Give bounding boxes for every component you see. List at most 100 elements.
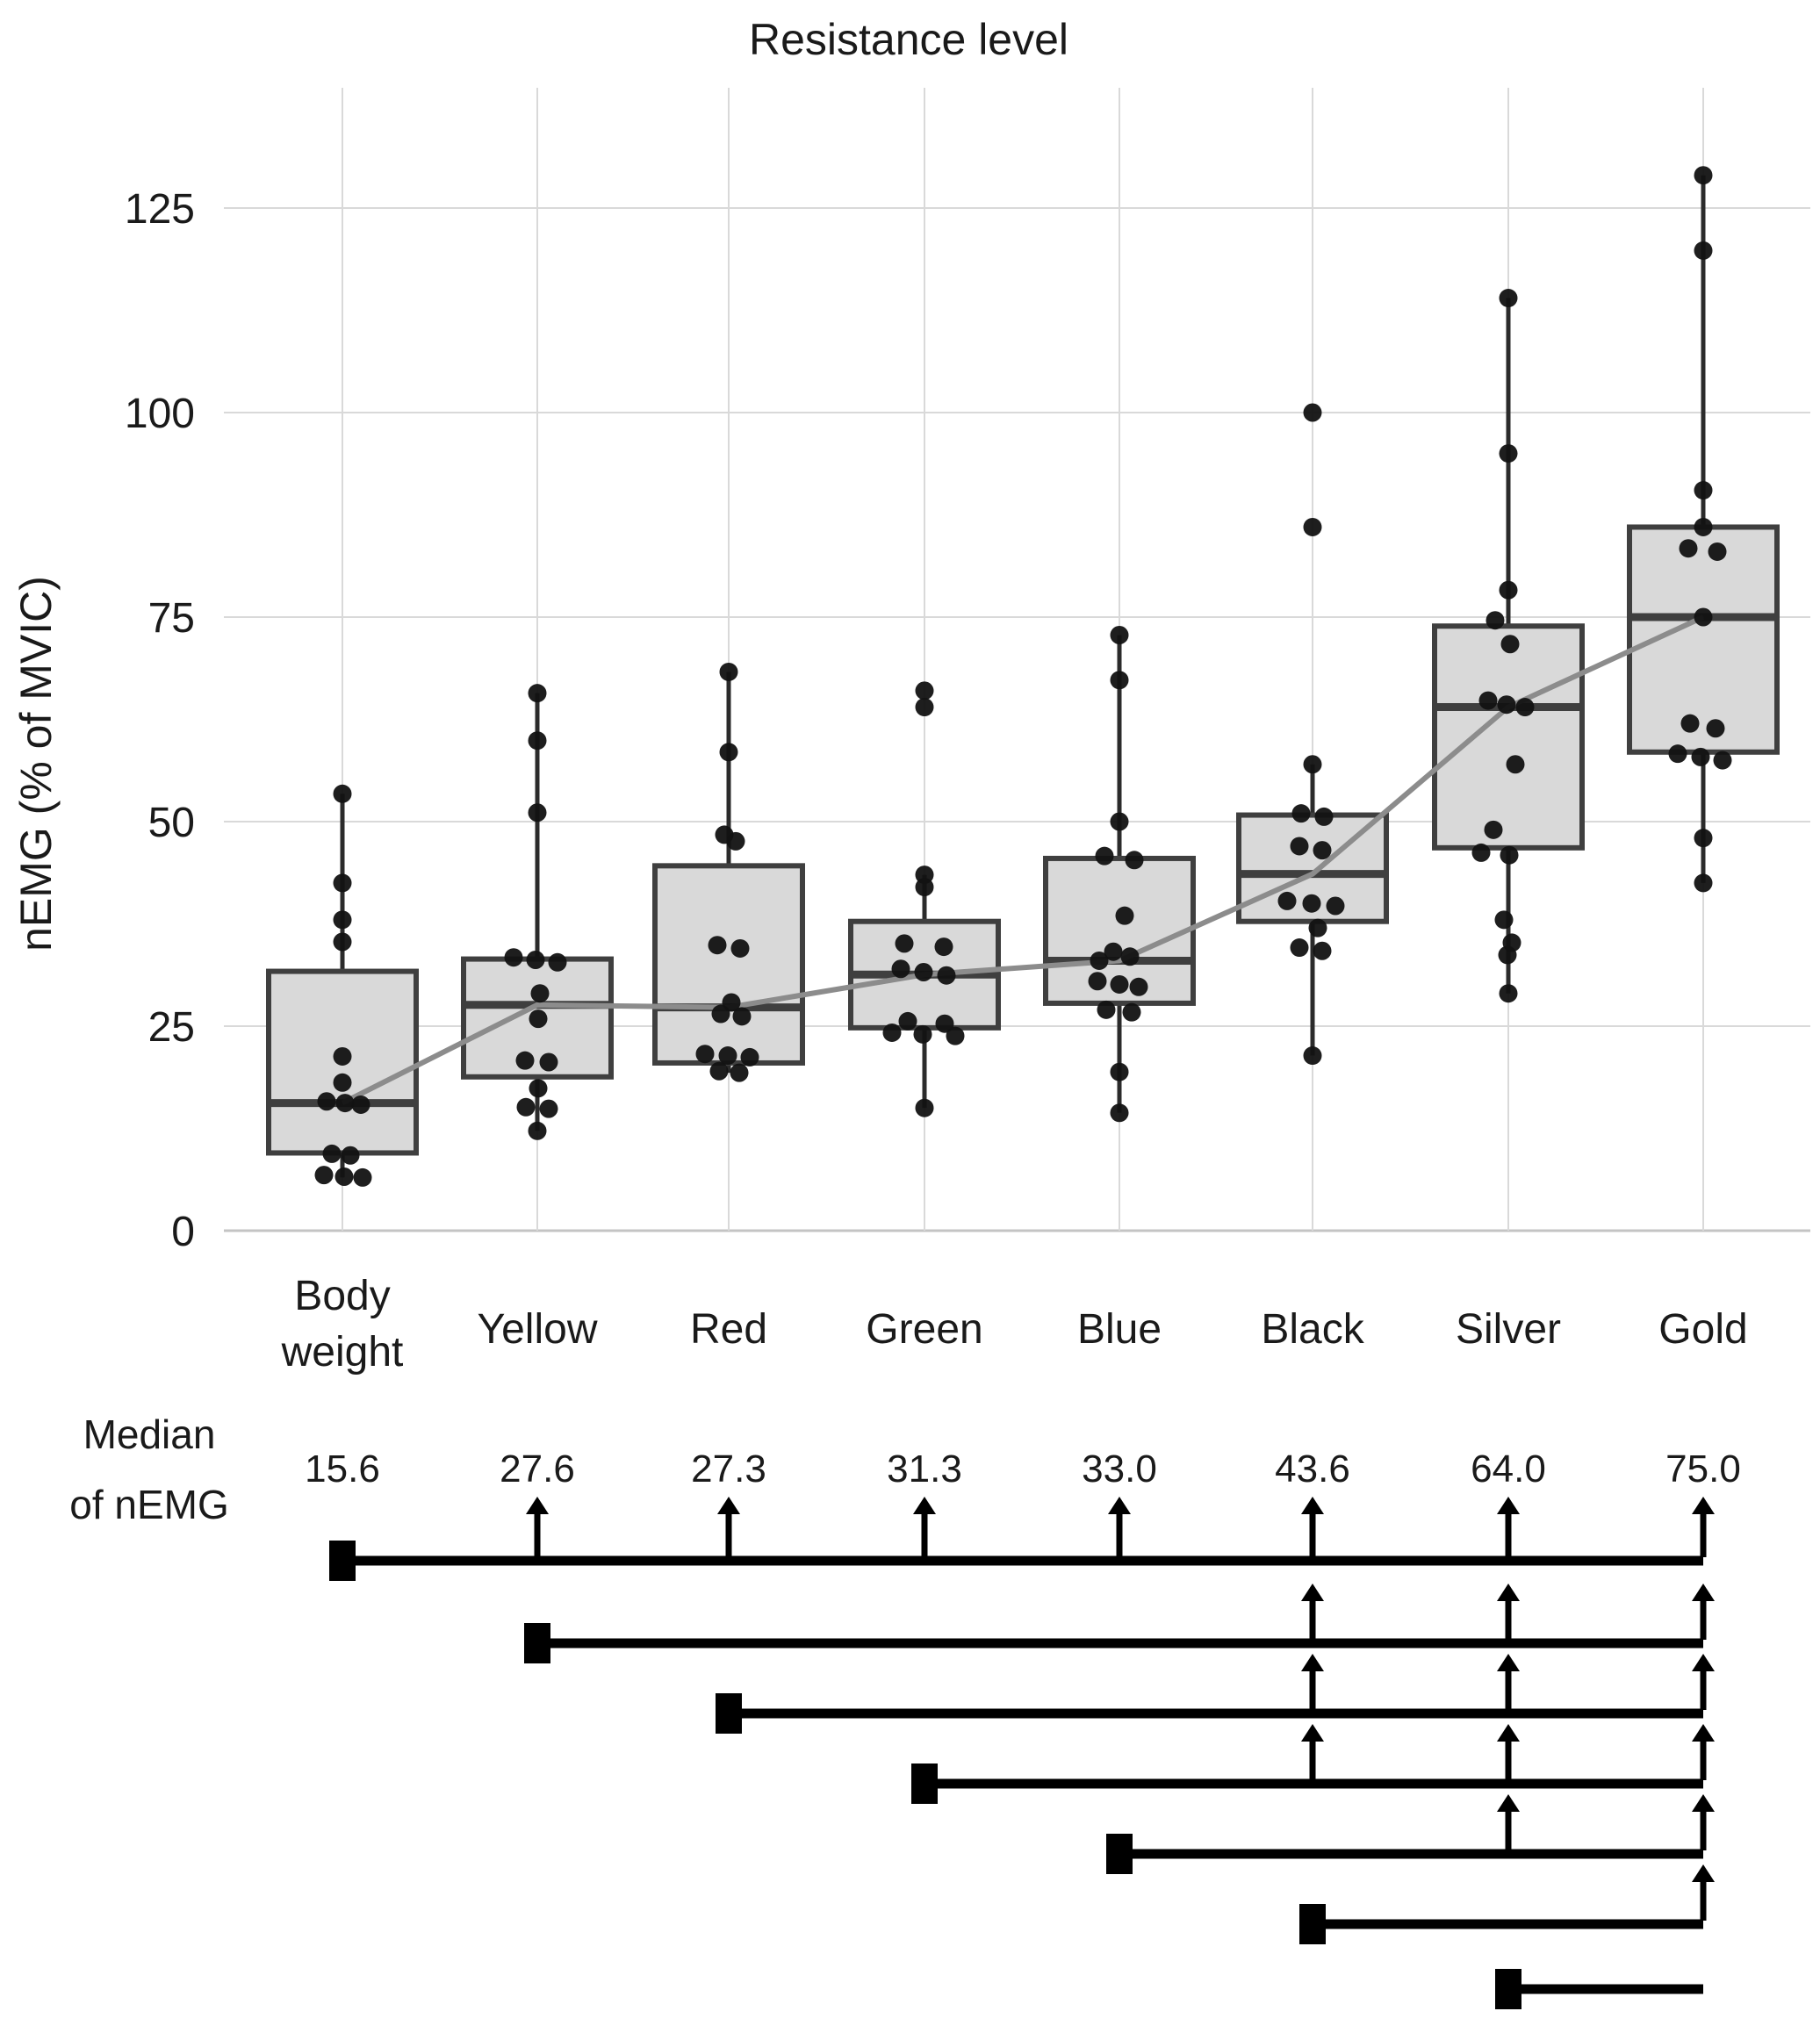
median-value-green: 31.3 [887,1447,962,1490]
x-category-label-yellow: Yellow [478,1306,598,1353]
data-point-red [726,831,745,851]
arrow-up-icon [1301,1584,1324,1640]
significance-row-3 [716,1654,1715,1734]
arrow-head [1497,1794,1520,1812]
arrow-head [717,1497,740,1514]
median-row-label: of nEMG [69,1482,229,1527]
y-tick-label-25: 25 [148,1004,195,1051]
data-point-green [935,1014,954,1033]
iqr-box [652,863,805,1066]
arrow-head [1497,1497,1520,1514]
data-point-silver [1499,580,1518,600]
data-point-yellow [530,984,550,1003]
data-point-red [719,662,738,681]
data-point-black [1314,807,1334,826]
median-value-gold: 75.0 [1665,1447,1741,1490]
data-point-red [718,1046,737,1066]
data-point-blue [1115,906,1134,925]
arrow-head [1497,1584,1520,1601]
data-point-blue [1088,972,1107,991]
data-point-silver [1471,843,1491,862]
arrow-up-icon [1497,1584,1520,1640]
data-point-body-weight [317,1092,336,1111]
y-axis-label: nEMG (% of MVIC) [11,576,61,952]
data-point-yellow [528,731,547,751]
arrow-head [1692,1794,1715,1812]
start-square-marker [911,1763,938,1804]
data-point-body-weight [351,1095,370,1114]
y-tick-label-125: 125 [125,186,195,233]
arrow-head [913,1497,936,1514]
data-point-blue [1129,977,1148,996]
data-points [314,166,1732,1187]
chart-title: Resistance level [749,15,1068,64]
data-point-green [915,698,934,717]
x-category-label-body-weight: Body [294,1273,390,1319]
data-point-body-weight [333,1046,352,1066]
data-point-gold [1680,714,1700,733]
data-point-body-weight [353,1167,372,1187]
data-point-silver [1500,845,1519,865]
significance-row-7 [1495,1969,1703,2009]
arrow-up-icon [1497,1497,1520,1557]
arrow-head [1497,1724,1520,1742]
data-point-silver [1498,945,1517,965]
data-point-blue [1110,626,1129,645]
data-point-gold [1694,241,1713,260]
data-point-yellow [515,1051,535,1070]
arrow-up-icon [1301,1497,1324,1557]
median-value-body-weight: 15.6 [305,1447,380,1490]
boxplot-yellow [461,693,614,1131]
data-point-silver [1497,695,1516,715]
data-point-red [740,1047,759,1067]
data-point-blue [1120,947,1140,966]
data-point-red [732,1007,752,1026]
data-point-body-weight [333,910,352,930]
data-point-body-weight [333,784,352,803]
data-point-yellow [504,948,523,967]
x-category-label-body-weight: weight [281,1329,404,1376]
data-point-black [1291,804,1311,823]
data-point-blue [1125,851,1144,870]
x-category-label-gold: Gold [1658,1306,1747,1353]
y-tick-label-100: 100 [125,391,195,437]
iqr-box [1432,623,1585,851]
data-point-green [915,1098,934,1117]
arrow-up-icon [1692,1654,1715,1710]
data-point-yellow [539,1099,558,1118]
data-point-gold [1694,829,1713,848]
data-point-gold [1694,607,1713,627]
data-point-yellow [516,1097,536,1117]
start-square-marker [1299,1904,1326,1944]
data-point-red [709,1061,729,1081]
x-category-label-red: Red [690,1306,767,1353]
data-point-green [895,934,914,953]
data-point-black [1303,517,1322,536]
x-category-label-silver: Silver [1456,1306,1561,1353]
arrow-head [526,1497,549,1514]
median-value-black: 43.6 [1275,1447,1350,1490]
data-point-silver [1506,755,1525,774]
data-point-blue [1104,942,1123,961]
data-point-yellow [528,684,547,703]
start-square-marker [1495,1969,1521,2009]
iqr-box [1043,855,1196,1006]
data-point-gold [1694,166,1713,185]
data-point-black [1308,918,1327,937]
data-point-silver [1494,910,1514,930]
data-point-black [1303,403,1322,422]
arrow-up-icon [1692,1864,1715,1921]
data-point-silver [1515,698,1535,717]
data-point-red [708,936,727,955]
data-point-blue [1110,974,1129,994]
data-point-green [934,937,953,957]
x-category-label-blue: Blue [1077,1306,1162,1353]
arrow-up-icon [1692,1584,1715,1640]
arrow-head [1301,1497,1324,1514]
y-tick-label-75: 75 [148,595,195,642]
significance-row-5 [1106,1794,1715,1874]
arrow-head [1301,1584,1324,1601]
x-axis-category-labels: Body weight Yellow Red Green Blue Black Silver G… [281,1273,1748,1376]
